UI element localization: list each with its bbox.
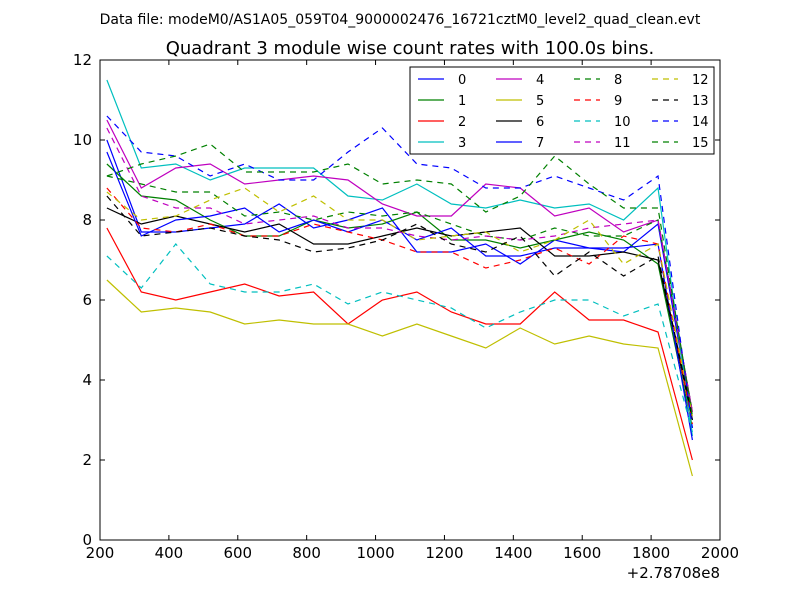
- series-line-7: [106, 151, 693, 441]
- x-tick-label: 200: [86, 544, 115, 562]
- legend-label-1: 1: [458, 94, 466, 109]
- y-tick-label: 2: [82, 451, 92, 469]
- y-tick-label: 8: [82, 211, 92, 229]
- x-tick-label: 1600: [563, 544, 601, 562]
- x-tick-label: 1200: [425, 544, 463, 562]
- axes-frame: [99, 59, 721, 541]
- legend-label-10: 10: [614, 115, 631, 130]
- series-line-5: [106, 279, 693, 477]
- legend-label-6: 6: [536, 115, 544, 130]
- x-tick-label: 2000: [701, 544, 739, 562]
- x-offset-label: +2.78708e8: [627, 564, 720, 582]
- x-tick-label: 800: [292, 544, 321, 562]
- legend-label-8: 8: [614, 73, 622, 88]
- y-tick-label: 12: [73, 51, 92, 69]
- legend-label-7: 7: [536, 136, 544, 151]
- legend-label-12: 12: [692, 73, 709, 88]
- x-tick-label: 1800: [632, 544, 670, 562]
- legend-label-2: 2: [458, 115, 466, 130]
- legend-label-3: 3: [458, 136, 466, 151]
- series-line-10: [106, 243, 693, 433]
- legend-label-5: 5: [536, 94, 544, 109]
- y-tick-label: 6: [82, 291, 92, 309]
- chart-title: Quadrant 3 module wise count rates with …: [166, 38, 655, 59]
- series-line-15: [106, 143, 693, 417]
- series-line-13: [106, 195, 693, 417]
- series-layer: [106, 79, 693, 477]
- legend-label-11: 11: [614, 136, 631, 151]
- y-tick-label: 4: [82, 371, 92, 389]
- series-line-3: [106, 79, 693, 437]
- legend-label-13: 13: [692, 94, 709, 109]
- series-line-14: [106, 115, 693, 429]
- series-line-12: [106, 187, 693, 417]
- y-tick-label: 10: [73, 131, 92, 149]
- series-line-4: [106, 119, 693, 413]
- legend-label-4: 4: [536, 73, 544, 88]
- legend-label-0: 0: [458, 73, 466, 88]
- x-tick-label: 600: [223, 544, 252, 562]
- y-tick-label: 0: [82, 531, 92, 549]
- legend-label-14: 14: [692, 115, 709, 130]
- legend-label-15: 15: [692, 136, 709, 151]
- ticks-layer: 200 400 600 800 1000 1200 1400 1600 1800 2000 0 2 4 6…: [73, 51, 739, 562]
- x-tick-label: 1400: [494, 544, 532, 562]
- x-tick-label: 1000: [356, 544, 394, 562]
- series-line-8: [106, 175, 693, 413]
- series-line-9: [106, 187, 693, 425]
- legend-box: [409, 66, 715, 155]
- x-tick-label: 400: [155, 544, 184, 562]
- legend-label-9: 9: [614, 94, 622, 109]
- chart-suptitle: Data file: modeM0/AS1A05_059T04_90000024…: [100, 12, 701, 28]
